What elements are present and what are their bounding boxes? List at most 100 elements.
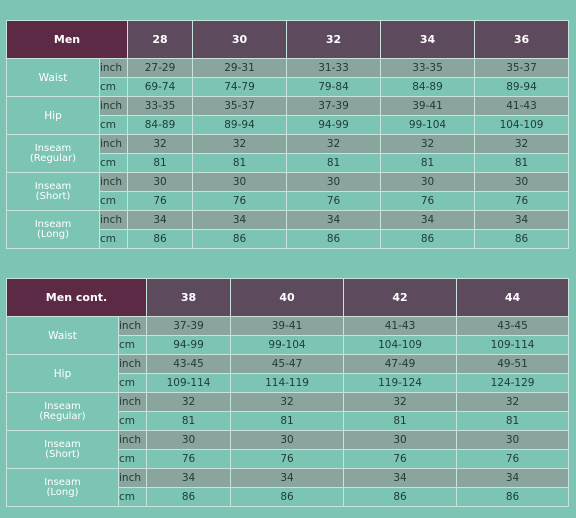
table-row: cm 86 86 86 86 86 [7,229,569,249]
unit-label: inch [99,58,128,78]
table-row: cm 109-114 114-119 119-124 124-129 [7,373,570,393]
size-value: 30 [192,172,287,192]
size-value: 45-47 [230,354,345,374]
size-column-header: 38 [146,278,232,317]
unit-label: inch [117,468,148,488]
unit-label: cm [117,373,148,393]
size-value: 34 [474,210,569,230]
measurement-label-line: Inseam [44,476,81,488]
size-value: 39-41 [380,96,475,116]
size-value: 76 [380,191,475,211]
measurement-label: Waist [6,316,119,355]
size-value: 81 [127,153,193,173]
size-value: 94-99 [146,335,232,355]
size-value: 89-94 [192,115,287,135]
size-value: 34 [192,210,287,230]
size-value: 86 [474,229,569,249]
size-value: 39-41 [230,316,345,336]
table-row: Inseam (Long) inch 34 34 34 34 34 [6,210,569,249]
size-value: 30 [146,430,232,450]
unit-label: inch [117,430,148,450]
unit-label: cm [99,153,128,173]
size-value: 30 [286,172,381,192]
size-value: 30 [474,172,569,192]
size-value: 76 [230,449,345,469]
unit-label: cm [117,335,148,355]
size-value: 69-74 [127,77,193,97]
size-column-header: 32 [286,20,381,59]
size-value: 76 [343,449,458,469]
unit-label: cm [117,449,148,469]
measurement-label-line: (Long) [36,228,69,240]
size-value: 33-35 [127,96,193,116]
size-value: 30 [127,172,193,192]
size-value: 30 [230,430,345,450]
size-value: 86 [286,229,381,249]
table-row: cm 76 76 76 76 [7,449,570,469]
size-chart-men-continued: Men cont. 38 40 42 44 Waist inch 37-39 39-4… [5,278,570,507]
size-value: 33-35 [380,58,475,78]
table-row: Inseam (Regular) inch 32 32 32 32 [6,392,570,431]
table-title: Men cont. [5,278,148,317]
table-row: Inseam (Short) inch 30 30 30 30 30 [6,172,569,211]
size-value: 34 [286,210,381,230]
table-row: Inseam (Regular) inch 32 32 32 32 32 [6,134,569,173]
size-value: 81 [343,411,458,431]
unit-label: cm [99,115,128,135]
size-column-header: 28 [127,20,193,59]
header-row: Men 28 30 32 34 36 [6,20,569,59]
size-value: 81 [456,411,570,431]
table-row: Waist inch 37-39 39-41 41-43 43-45 [6,316,570,355]
size-value: 76 [456,449,570,469]
size-value: 81 [286,153,381,173]
size-value: 32 [380,134,475,154]
measurement-label-line: Hip [44,109,62,122]
size-value: 99-104 [230,335,345,355]
table-row: Hip inch 43-45 45-47 47-49 49-51 [6,354,570,393]
measurement-label: Inseam (Short) [6,430,119,469]
table-row: Inseam (Short) inch 30 30 30 30 [6,430,570,469]
size-value: 84-89 [127,115,193,135]
size-value: 30 [456,430,570,450]
table-row: cm 81 81 81 81 81 [7,153,569,173]
size-value: 32 [343,392,458,412]
size-value: 104-109 [474,115,569,135]
measurement-label-line: Hip [53,367,72,380]
measurement-label-line: Inseam [44,438,81,450]
size-value: 104-109 [343,335,458,355]
measurement-label: Inseam (Long) [6,468,119,507]
size-value: 47-49 [343,354,458,374]
size-chart-men: Men 28 30 32 34 36 Waist inch 27-29 29-31 31… [6,20,569,249]
size-value: 34 [230,468,345,488]
size-value: 114-119 [230,373,345,393]
table-row: cm 86 86 86 86 [7,487,570,507]
size-value: 32 [230,392,345,412]
size-value: 35-37 [192,96,287,116]
size-value: 43-45 [456,316,570,336]
measurement-label-line: (Short) [45,448,80,460]
size-value: 86 [230,487,345,507]
measurement-label: Inseam (Long) [6,210,100,249]
unit-label: inch [99,134,128,154]
size-value: 86 [380,229,475,249]
measurement-label-line: (Long) [46,486,79,498]
size-value: 81 [380,153,475,173]
measurement-label-line: Inseam [34,142,72,154]
size-value: 37-39 [146,316,232,336]
measurement-label-line: Inseam [34,218,72,230]
size-value: 32 [474,134,569,154]
size-value: 34 [343,468,458,488]
size-column-header: 30 [192,20,287,59]
measurement-label: Hip [6,96,100,135]
size-value: 32 [286,134,381,154]
size-value: 74-79 [192,77,287,97]
size-value: 86 [192,229,287,249]
size-value: 34 [127,210,193,230]
size-value: 81 [192,153,287,173]
unit-label: cm [117,411,148,431]
measurement-label-line: (Regular) [29,152,77,164]
size-value: 41-43 [474,96,569,116]
table-row: Hip inch 33-35 35-37 37-39 39-41 41-43 [6,96,569,135]
size-column-header: 42 [343,278,458,317]
size-column-header: 44 [456,278,570,317]
